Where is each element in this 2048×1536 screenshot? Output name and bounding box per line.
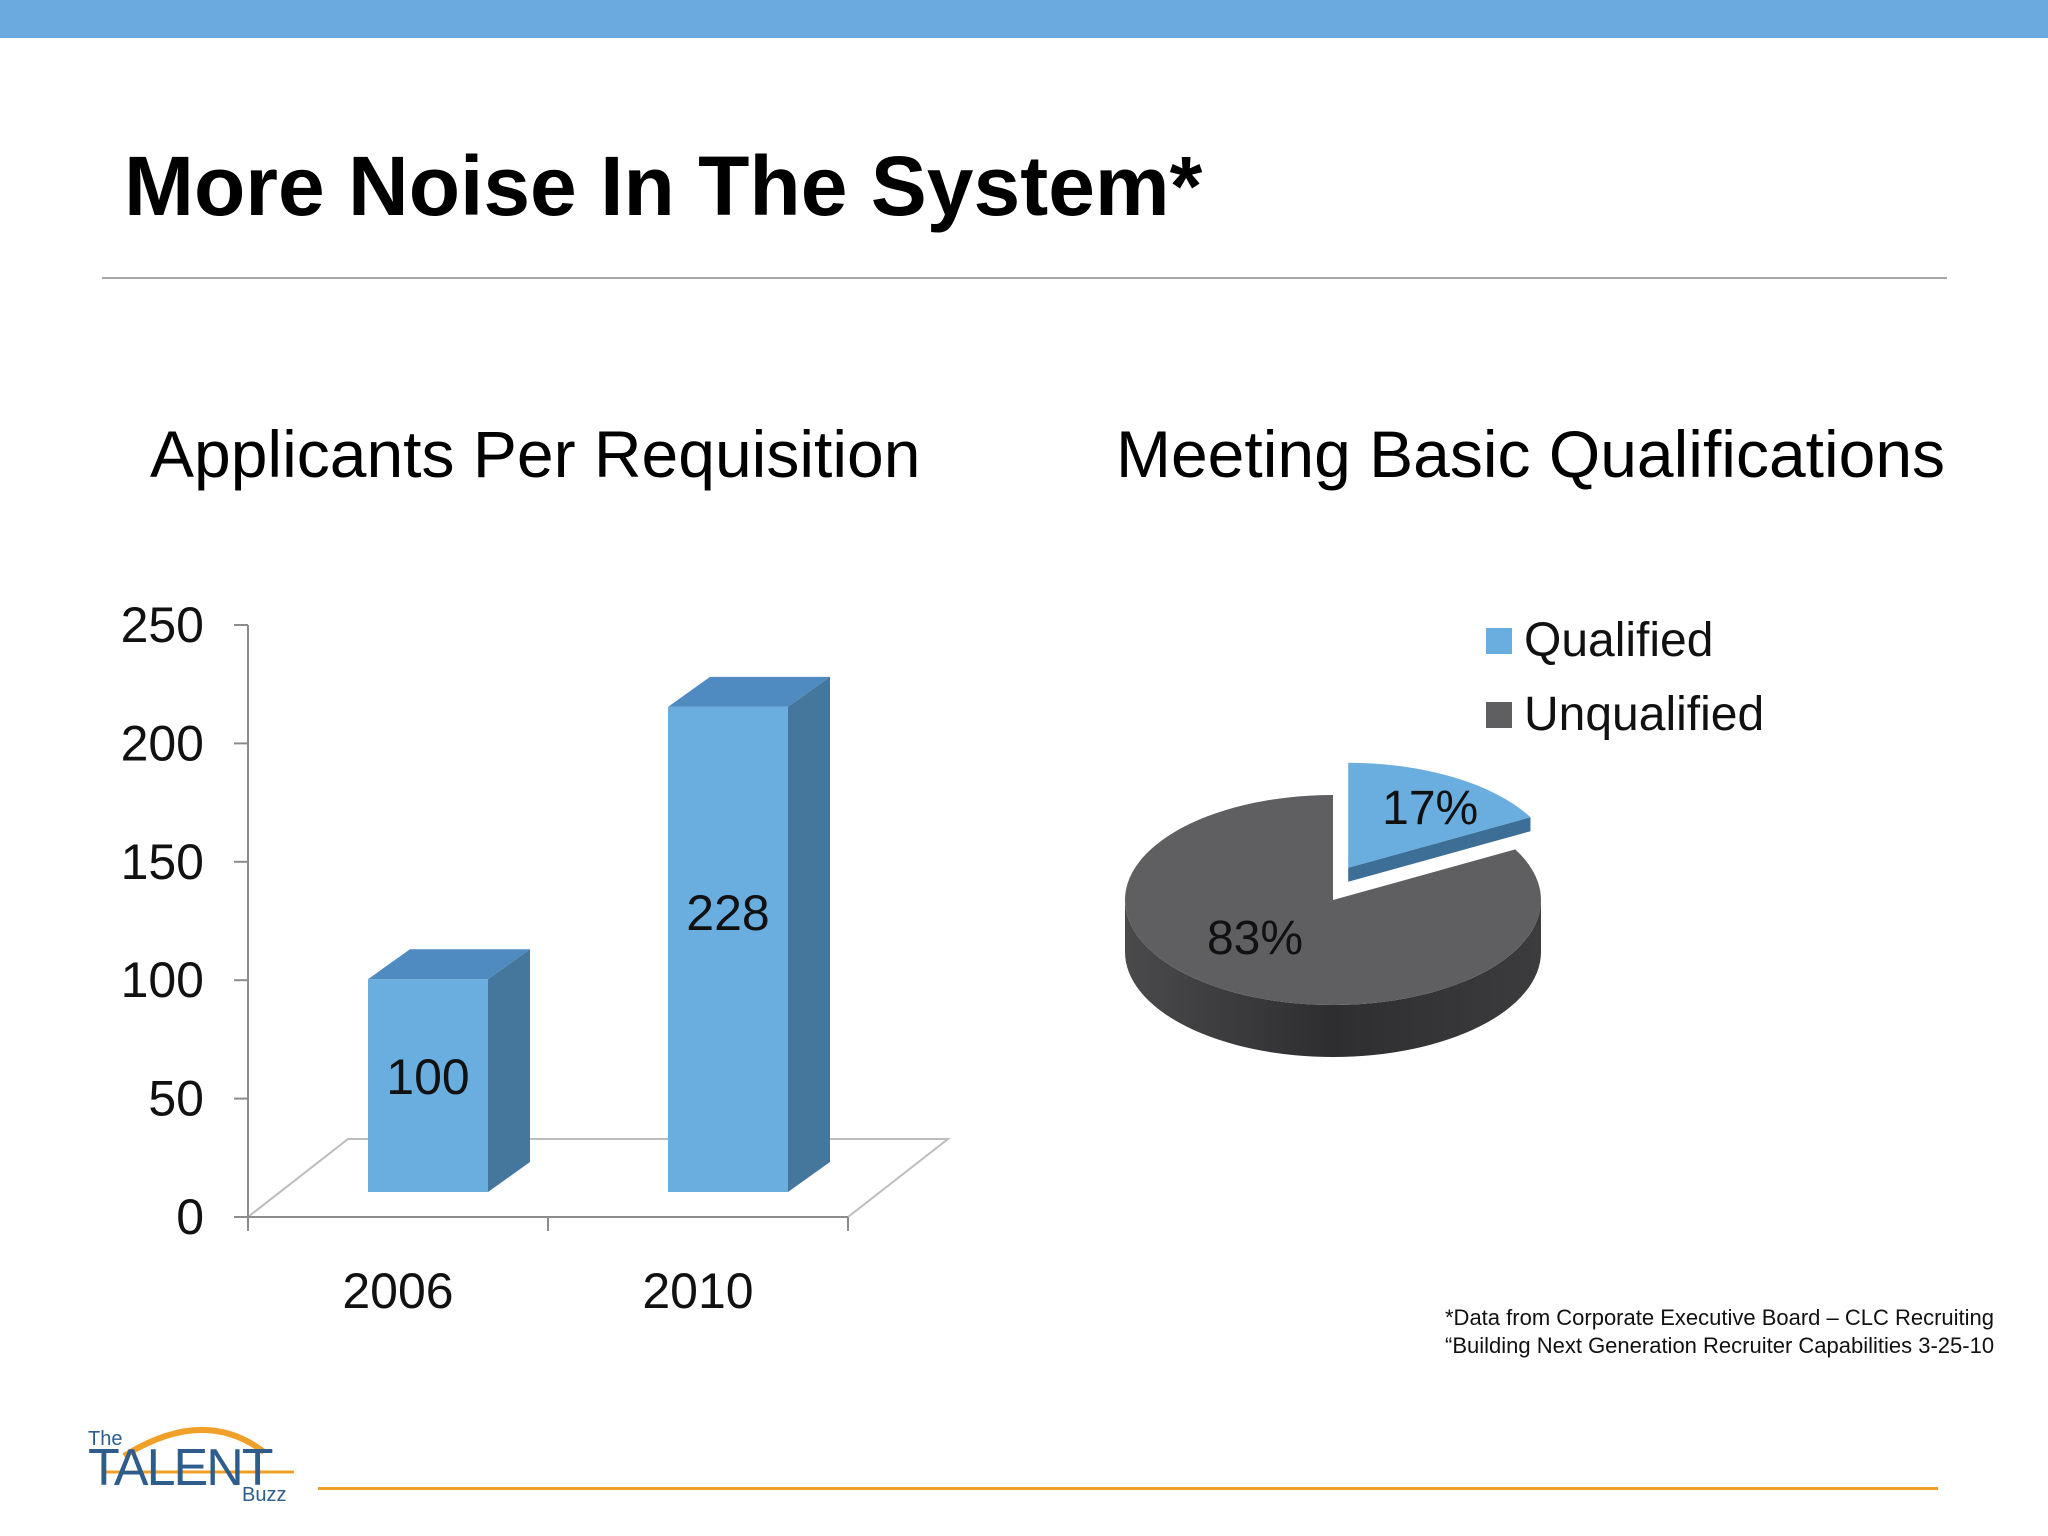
legend-label: Unqualified [1524,688,1764,741]
bar-2010 [668,706,788,1192]
legend-swatch [1486,628,1512,654]
logo-text-talent: TALENT [88,1439,274,1497]
bar-top-face [668,676,830,707]
y-tick-label: 100 [121,952,204,1008]
bar-side-face [788,676,830,1192]
slide-title: More Noise In The System* [124,139,1203,233]
pie-slice-qualified [1348,762,1531,868]
bottom-accent-rule [318,1487,1938,1490]
bar-chart-title: Applicants Per Requisition [150,417,921,491]
pie-qualified-side [1348,817,1531,882]
top-accent-bar [0,0,2048,38]
talent-buzz-logo: The TALENT Buzz [84,1412,304,1512]
pie-slice-unqualified [1124,795,1541,1005]
footnote-line-2: “Building Next Generation Recruiter Capa… [1445,1333,1995,1358]
bar-data-label: 100 [386,1049,469,1105]
x-category-label: 2006 [342,1263,453,1319]
y-tick-label: 50 [148,1071,204,1127]
bar-chart: 0 50 100 150 200 250 100 2006 228 2010 [121,597,951,1319]
pie-unqualified-side [1125,900,1541,1057]
x-category-label: 2010 [642,1263,753,1319]
y-tick-label: 0 [176,1189,204,1245]
bar-data-label: 228 [686,885,769,941]
bar-2006 [368,979,488,1192]
legend-label: Qualified [1524,614,1713,667]
pie-chart: 17% 83% Qualified Unqualified [1124,614,1764,1057]
legend-swatch [1486,702,1512,728]
y-tick-label: 250 [121,597,204,653]
pie-data-label-qualified: 17% [1382,782,1478,835]
bar-side-face [488,949,530,1192]
title-divider [102,277,1947,279]
footnote-line-1: *Data from Corporate Executive Board – C… [1445,1305,1995,1330]
logo-text-buzz: Buzz [242,1484,287,1506]
source-footnote: *Data from Corporate Executive Board – C… [1445,1304,1994,1360]
pie-data-label-unqualified: 83% [1207,912,1303,965]
logo-text-the: The [88,1428,123,1450]
y-tick-label: 150 [121,834,204,890]
logo-swoosh-icon [104,1426,294,1474]
y-tick-label: 200 [121,715,204,771]
pie-chart-title: Meeting Basic Qualifications [1116,417,1946,491]
bar-top-face [368,949,530,980]
bar-floor [245,1138,951,1218]
